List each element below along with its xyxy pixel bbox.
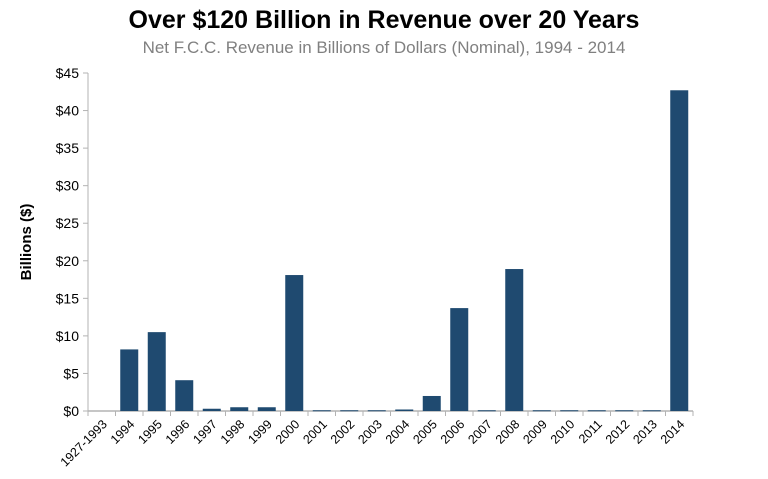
x-tick-label: 2014 xyxy=(658,417,688,447)
bar-2001 xyxy=(312,410,331,412)
bar-2007 xyxy=(477,410,496,412)
x-tick-label: 1927-1993 xyxy=(58,417,110,469)
bar-2010 xyxy=(560,410,579,412)
x-tick-label: 2008 xyxy=(493,417,523,447)
y-tick-label: $45 xyxy=(56,65,80,81)
bar-1996 xyxy=(175,380,194,411)
x-tick-label: 2007 xyxy=(465,417,495,447)
x-tick-label: 2004 xyxy=(383,417,413,447)
bar-2000 xyxy=(285,275,304,411)
bar-2011 xyxy=(587,410,606,412)
bar-1999 xyxy=(257,407,276,411)
y-tick-label: $10 xyxy=(56,328,80,344)
x-tick-label: 2012 xyxy=(603,417,633,447)
bar-1995 xyxy=(147,332,166,411)
x-tick-label: 1996 xyxy=(163,417,193,447)
x-tick-label: 2006 xyxy=(438,417,468,447)
bar-2008 xyxy=(505,269,524,411)
y-tick-label: $15 xyxy=(56,290,80,306)
bar-2005 xyxy=(422,395,441,411)
x-tick-label: 1994 xyxy=(108,417,138,447)
x-tick-label: 2010 xyxy=(548,417,578,447)
y-tick-label: $25 xyxy=(56,215,80,231)
x-tick-label: 1997 xyxy=(190,417,220,447)
x-tick-label: 1995 xyxy=(135,417,165,447)
x-tick-label: 1999 xyxy=(245,417,275,447)
bar-2014 xyxy=(670,90,689,411)
x-tick-label: 2009 xyxy=(520,417,550,447)
bar-2006 xyxy=(450,308,469,411)
x-tick-label: 2002 xyxy=(328,417,358,447)
bar-1994 xyxy=(120,349,139,411)
chart-subtitle: Net F.C.C. Revenue in Billions of Dollar… xyxy=(142,38,626,57)
bar-2013 xyxy=(642,410,661,412)
bar-2009 xyxy=(532,410,551,412)
x-tick-label: 1998 xyxy=(218,417,248,447)
y-tick-label: $40 xyxy=(56,103,80,119)
bar-2012 xyxy=(615,410,634,412)
bar-1998 xyxy=(230,407,249,411)
y-tick-label: $20 xyxy=(56,253,80,269)
x-tick-label: 2013 xyxy=(630,417,660,447)
y-axis-label: Billions ($) xyxy=(18,204,35,281)
x-tick-label: 2001 xyxy=(300,417,330,447)
chart-title: Over $120 Billion in Revenue over 20 Yea… xyxy=(128,6,640,34)
y-tick-label: $35 xyxy=(56,140,80,156)
x-tick-label: 2011 xyxy=(576,417,605,446)
bar-2002 xyxy=(340,410,359,412)
x-tick-label: 2005 xyxy=(410,417,440,447)
y-tick-label: $5 xyxy=(63,365,79,381)
bar-2004 xyxy=(395,409,414,411)
bar-2003 xyxy=(367,410,386,412)
x-tick-label: 2000 xyxy=(273,417,303,447)
y-tick-label: $30 xyxy=(56,178,80,194)
y-tick-label: $0 xyxy=(63,403,79,419)
bar-1997 xyxy=(202,408,221,411)
x-tick-label: 2003 xyxy=(355,417,385,447)
